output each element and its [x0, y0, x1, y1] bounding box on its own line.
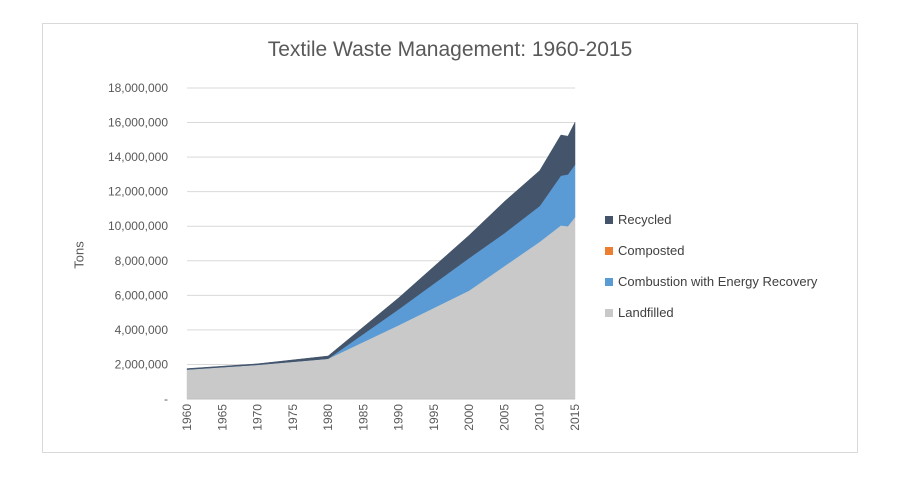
y-tick-label: 8,000,000 — [115, 254, 169, 268]
x-tick-label: 1995 — [427, 404, 441, 431]
legend-item: Recycled — [605, 204, 817, 235]
legend-item: Landfilled — [605, 297, 817, 328]
x-tick-label: 1985 — [356, 404, 370, 431]
legend-label: Landfilled — [618, 305, 674, 320]
y-tick-label: 10,000,000 — [108, 219, 168, 233]
area-recycled — [186, 122, 576, 370]
chart-title: Textile Waste Management: 1960-2015 — [267, 38, 633, 61]
x-tick-label: 2000 — [462, 404, 476, 431]
legend-label: Composted — [618, 243, 685, 258]
y-tick-label: 18,000,000 — [108, 81, 168, 95]
x-tick-label: 2015 — [568, 404, 582, 431]
y-tick-label: 4,000,000 — [115, 323, 169, 337]
x-tick-label: 2005 — [497, 404, 511, 431]
x-tick-label: 1975 — [286, 404, 300, 431]
y-tick-label: 2,000,000 — [115, 357, 169, 371]
y-tick-label: 14,000,000 — [108, 150, 168, 164]
legend-label: Recycled — [618, 212, 672, 227]
legend-swatch — [605, 277, 613, 286]
y-tick-label: - — [164, 392, 168, 406]
legend-swatch — [605, 308, 613, 317]
x-tick-label: 1960 — [180, 404, 194, 431]
x-tick-label: 1970 — [251, 404, 265, 431]
x-tick-label: 2010 — [533, 404, 547, 431]
x-tick-label: 1980 — [321, 404, 335, 431]
y-tick-label: 12,000,000 — [108, 185, 168, 199]
y-tick-label: 16,000,000 — [108, 116, 168, 130]
legend-item: Composted — [605, 235, 817, 266]
legend-item: Combustion with Energy Recovery — [605, 266, 817, 297]
legend-swatch — [605, 215, 613, 224]
legend: Recycled Composted Combustion with Energ… — [605, 204, 817, 328]
y-tick-label: 6,000,000 — [115, 288, 169, 302]
x-tick-label: 1965 — [215, 404, 229, 431]
legend-label: Combustion with Energy Recovery — [618, 274, 818, 289]
x-tick-label: 1990 — [392, 404, 406, 431]
legend-swatch — [605, 246, 613, 255]
